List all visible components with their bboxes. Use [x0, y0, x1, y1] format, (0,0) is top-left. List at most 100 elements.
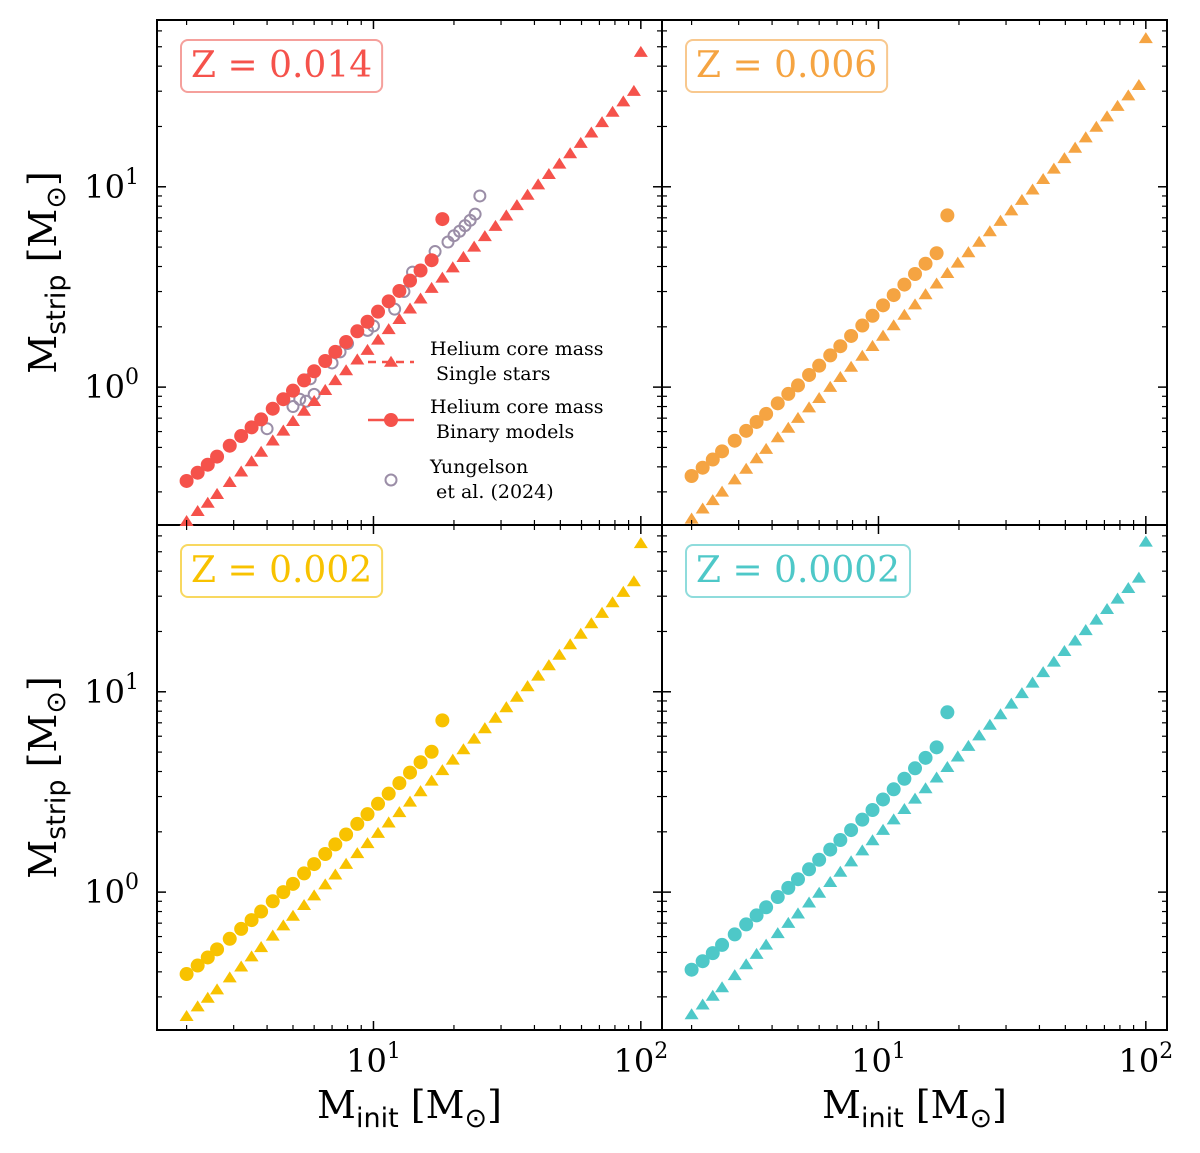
single-star-point [190, 504, 205, 517]
x-axis-label-text: Minit [M⊙] [822, 1083, 1007, 1134]
single-star-point [1110, 99, 1125, 111]
single-star-point [972, 729, 987, 741]
single-star-point [413, 292, 428, 304]
binary-model-point [695, 460, 710, 475]
single-star-point [222, 475, 237, 487]
yungelson-point [293, 392, 307, 406]
binary-model-point [222, 438, 237, 453]
binary-model-point [413, 755, 428, 770]
single-star-point [541, 659, 556, 671]
binary-model-point [684, 469, 699, 484]
binary-model-point [328, 837, 343, 852]
single-star-point [940, 760, 955, 772]
single-star-point [1025, 183, 1040, 195]
panel-label: Z = 0.0002 [696, 550, 900, 591]
single-star-point [1014, 193, 1029, 205]
binary-model-point [234, 921, 249, 936]
single-star-point [499, 209, 514, 221]
binary-model-point [244, 420, 259, 435]
single-star-point [499, 701, 514, 713]
single-star-point [790, 907, 805, 919]
binary-model-point [908, 761, 923, 776]
legend-label: et al. (2024) [430, 481, 554, 503]
single-star-point [200, 991, 215, 1003]
binary-model-point [307, 364, 322, 379]
single-star-point [254, 941, 269, 953]
single-star-point [908, 792, 923, 804]
binary-model-point [876, 298, 891, 313]
single-star-point [595, 606, 610, 618]
single-star-point [1046, 655, 1061, 667]
single-star-point [445, 753, 460, 765]
y-tick-label: 101 [84, 670, 139, 711]
single-star-point [605, 596, 620, 608]
single-star-point [1138, 535, 1153, 547]
single-star-point [381, 816, 396, 828]
single-star-point [541, 168, 556, 180]
single-star-point [392, 313, 407, 325]
yungelson-point [260, 422, 274, 436]
binary-model-point [739, 423, 754, 438]
single-star-point [833, 370, 848, 382]
binary-model-point [392, 283, 407, 298]
single-star-point [200, 496, 215, 508]
x-axis-label: Minit [M⊙] [822, 1083, 1007, 1134]
binary-model-point [200, 457, 215, 472]
single-star-point [435, 271, 450, 283]
single-star-point [328, 374, 343, 386]
single-star-point [812, 886, 827, 898]
single-star-point [812, 391, 827, 403]
single-star-point [749, 452, 764, 464]
single-star-point [488, 711, 503, 723]
binary-model-point [940, 705, 955, 720]
single-star-point [1004, 697, 1019, 709]
binary-model-point [833, 833, 848, 848]
single-star-point [403, 302, 418, 314]
panel-label-box [180, 544, 384, 598]
panel-frame [661, 524, 1168, 1031]
single-star-point [918, 288, 933, 300]
single-star-point [210, 983, 225, 995]
single-star-point [865, 834, 880, 846]
binary-model-point [265, 894, 280, 909]
binary-model-point [265, 401, 280, 416]
single-star-point [477, 230, 492, 242]
single-star-point [339, 364, 354, 376]
binary-model-point [285, 383, 300, 398]
single-star-point [1046, 162, 1061, 174]
panel-grid [156, 19, 1168, 1031]
single-star-point [244, 455, 259, 467]
binary-model-point [823, 348, 838, 363]
single-star-point [573, 627, 588, 639]
single-star-point [759, 442, 774, 454]
y-axis-label-text: Mstrip [M⊙] [21, 676, 72, 879]
binary-model-point [759, 406, 774, 421]
single-star-point [297, 898, 312, 910]
single-star-point [844, 360, 859, 372]
binary-model-point [276, 885, 291, 900]
single-star-point [715, 485, 730, 497]
x-tick-label: 102 [1118, 1039, 1173, 1080]
binary-model-point [297, 866, 312, 881]
single-star-point [705, 494, 720, 506]
binary-model-point [360, 314, 375, 329]
binary-model-point [908, 266, 923, 281]
single-star-point [626, 84, 641, 96]
binary-model-point [855, 812, 870, 827]
single-star-point [350, 847, 365, 859]
single-star-point [285, 415, 300, 427]
yungelson-point [468, 207, 482, 221]
single-star-point [307, 394, 322, 406]
single-star-point [520, 680, 535, 692]
binary-model-point [940, 208, 955, 223]
single-star-point [244, 950, 259, 962]
binary-model-point [823, 842, 838, 857]
single-star-point [739, 462, 754, 474]
legend: Helium core mass Single stars Helium core… [368, 338, 604, 503]
single-star-point [823, 380, 838, 392]
single-star-point [456, 250, 471, 262]
single-star-point [918, 782, 933, 794]
binary-model-point [715, 937, 730, 952]
single-star-point [222, 971, 237, 983]
